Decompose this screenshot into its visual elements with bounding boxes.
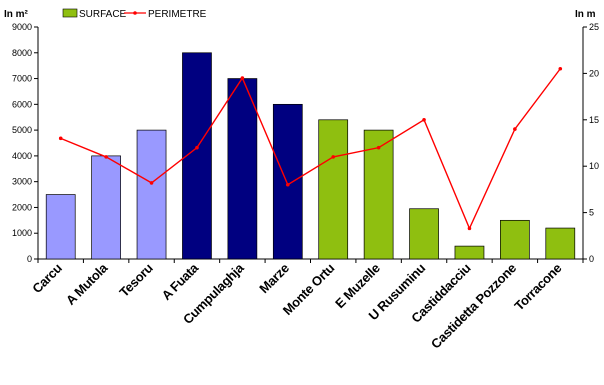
category-label: A Fuata	[159, 260, 202, 303]
y-left-tick-label: 3000	[12, 177, 32, 187]
y-right-tick-label: 15	[589, 115, 599, 125]
bar	[318, 119, 349, 260]
y-left-tick-label: 7000	[12, 74, 32, 84]
y-left-tick-label: 6000	[12, 99, 32, 109]
perimetre-line	[58, 66, 563, 231]
perimetre-point	[422, 118, 426, 122]
category-label: Castidetta Pozzone	[428, 260, 519, 351]
perimetre-point	[240, 76, 245, 80]
category-label: A Mutola	[63, 260, 111, 308]
bar	[272, 103, 303, 260]
perimetre-point	[558, 66, 563, 71]
perimetre-point	[195, 145, 199, 150]
perimetre-point	[513, 127, 517, 131]
bar	[500, 219, 530, 260]
legend: SURFACE PERIMETRE	[62, 8, 207, 20]
axes: 0 1000 2000 3000 4000 5000 6000 7000 8000 9000 0 5 1…	[12, 22, 599, 264]
bar	[91, 155, 121, 260]
category-label: Tesoru	[116, 260, 156, 300]
bar	[45, 194, 76, 260]
category-label: Torracone	[511, 260, 564, 313]
y-left-tick-label: 2000	[12, 202, 32, 212]
bar	[454, 245, 485, 260]
y-left-tick-label: 5000	[12, 125, 32, 135]
perimetre-point	[104, 155, 108, 159]
y-left-tick-label: 0	[27, 254, 32, 264]
perimetre-point	[58, 136, 63, 141]
y-axis-right-title: In m	[575, 9, 596, 20]
bar	[363, 129, 394, 260]
y-left-tick-label: 4000	[12, 151, 32, 161]
y-right-tick-label: 10	[589, 161, 599, 171]
perimetre-point	[285, 182, 290, 187]
bars	[45, 52, 576, 260]
perimetre-polyline	[60, 68, 561, 231]
y-left-tick-label: 8000	[12, 48, 32, 58]
y-right-tick-label: 25	[589, 22, 599, 32]
y-right-tick-label: 5	[589, 208, 594, 218]
y-right-tick-label: 20	[589, 68, 599, 78]
category-label: Carcu	[29, 260, 65, 296]
bar	[136, 129, 167, 260]
legend-perimetre-marker	[133, 11, 137, 15]
perimetre-point	[376, 145, 381, 150]
legend-surface-swatch	[62, 8, 78, 18]
bar	[545, 227, 576, 260]
category-label: Marze	[256, 260, 292, 296]
y-axis-left-title: In m²	[4, 9, 29, 20]
bar	[227, 78, 258, 260]
perimetre-point	[467, 226, 472, 231]
y-left-tick-label: 9000	[12, 22, 32, 32]
y-right-tick-label: 0	[589, 254, 594, 264]
y-left-tick-label: 1000	[12, 228, 32, 238]
bar	[409, 208, 439, 260]
perimetre-point	[331, 155, 336, 159]
perimetre-point	[149, 181, 154, 185]
legend-perimetre-label: PERIMETRE	[148, 9, 207, 20]
legend-surface-label: SURFACE	[79, 9, 127, 20]
